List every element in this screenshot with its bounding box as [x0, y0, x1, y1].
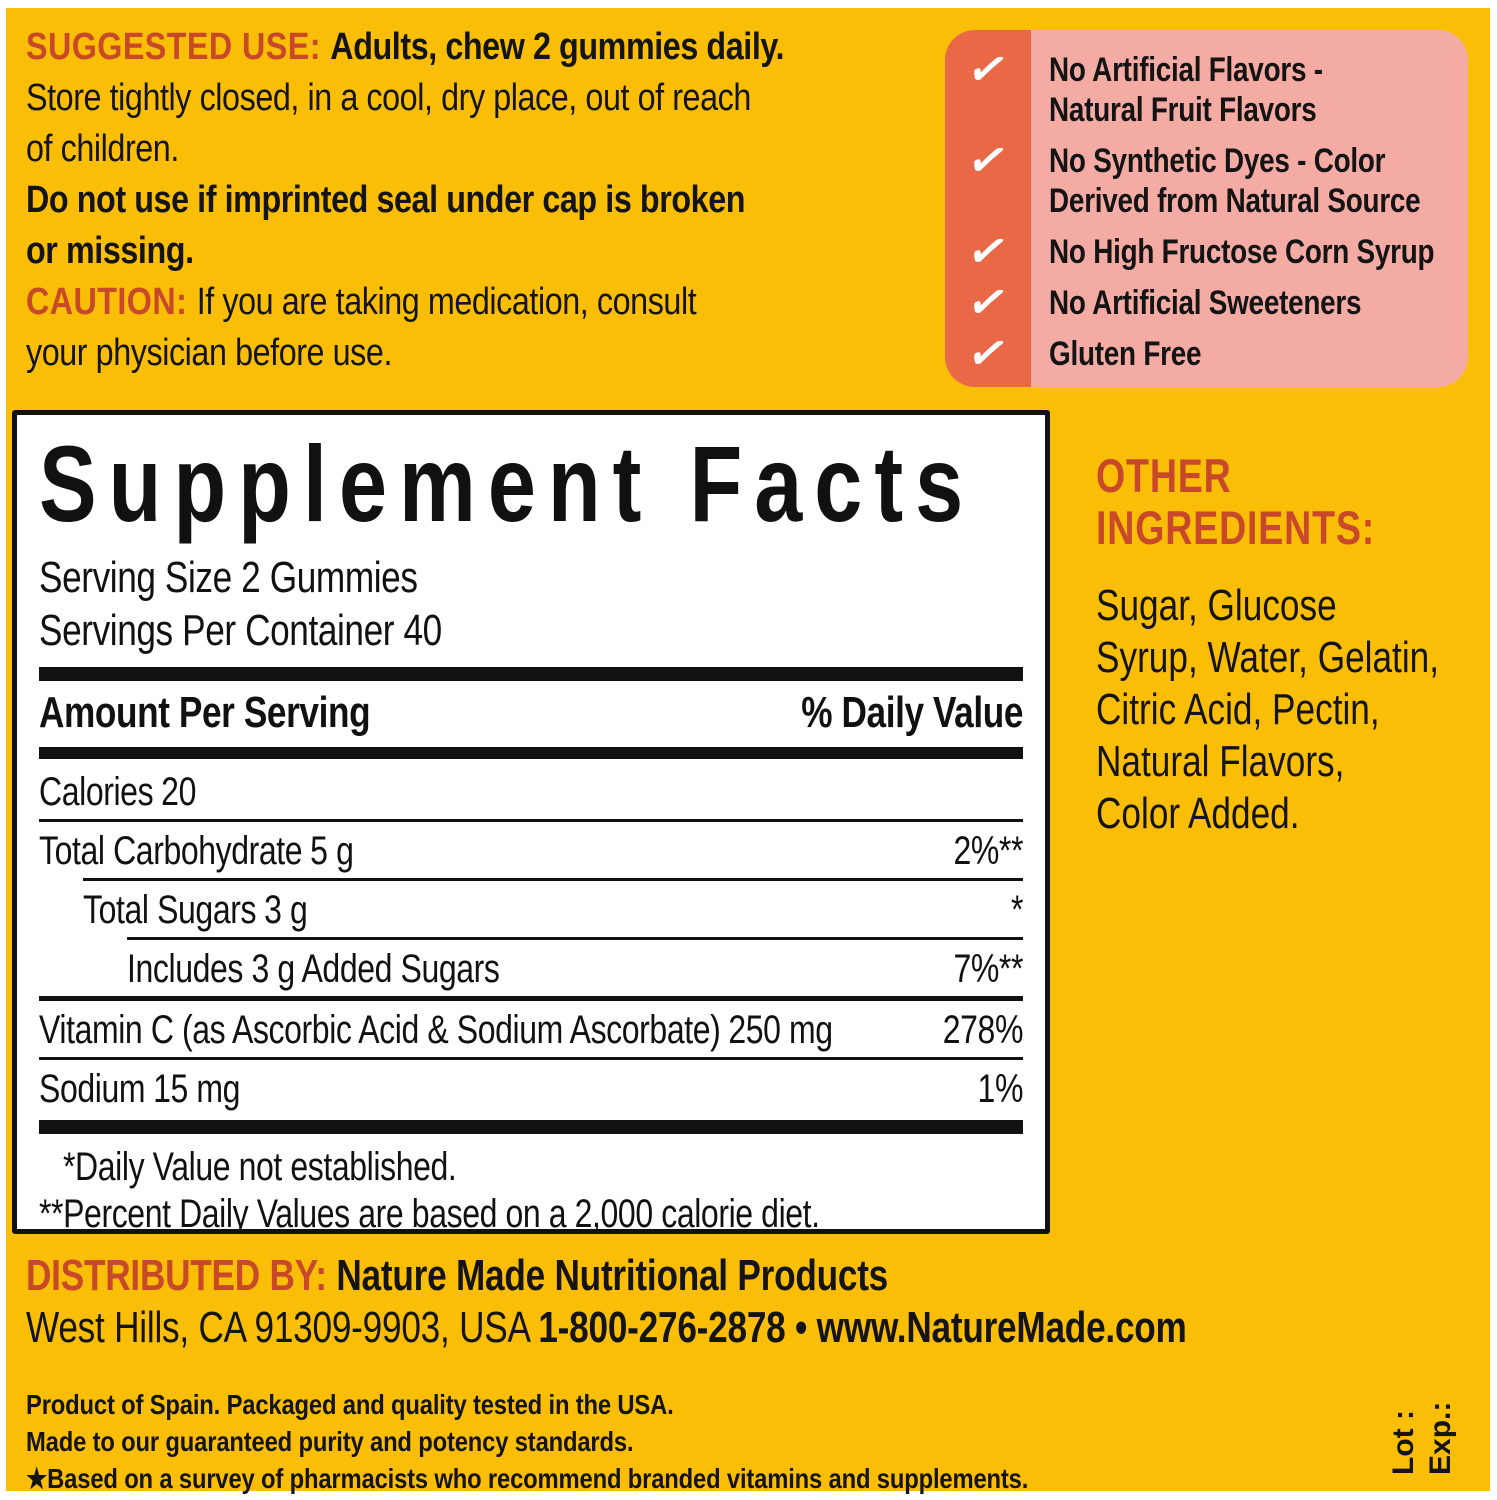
usage-directions-block: SUGGESTED USE: Adults, chew 2 gummies da… [26, 22, 1012, 379]
divider-hairline [83, 878, 1023, 882]
bullet-separator: • [785, 1303, 817, 1352]
nutrient-name: Sodium [39, 1067, 146, 1112]
quality-checklist-panel: ✓ No Artificial Flavors - Natural Fruit … [945, 30, 1468, 387]
checkmark-icon: ✓ [962, 131, 1014, 189]
caution-text: If you are taking medication, consult yo… [26, 281, 697, 374]
facts-row-sodium: Sodium 15 mg 1% [39, 1060, 1023, 1116]
footnote-percent-daily-values: **Percent Daily Values are based on a 2,… [39, 1192, 820, 1234]
divider-hairline [127, 937, 1023, 941]
other-ingredients-block: OTHER INGREDIENTS: Sugar, Glucose Syrup,… [1096, 432, 1497, 858]
suggested-use-heading: SUGGESTED USE: [26, 26, 331, 68]
checklist-item: No Artificial Flavors - Natural Fruit Fl… [1049, 51, 1323, 129]
storage-instructions: Store tightly closed, in a cool, dry pla… [26, 77, 751, 170]
nutrient-amount: 20 [161, 770, 196, 815]
divider-thick [39, 1120, 1023, 1135]
nutrient-amount: 5 g [310, 829, 354, 874]
checkmark-cell: ✓ [945, 324, 1031, 382]
distributor-phone: 1-800-276-2878 [538, 1303, 786, 1352]
facts-row-added-sugars: Includes 3 g Added Sugars 7%** [39, 940, 1023, 996]
nutrient-daily-value: 1% [977, 1067, 1024, 1112]
nutrient-name: Total Carbohydrate [39, 829, 303, 874]
suggested-use-directions: Adults, chew 2 gummies daily. [330, 26, 785, 68]
facts-row-total-carbohydrate: Total Carbohydrate 5 g 2%** [39, 822, 1023, 878]
checklist-item: No Synthetic Dyes - Color Derived from N… [1049, 142, 1421, 220]
nutrient-name: Total Sugars [83, 888, 257, 933]
fine-print-survey: ★Based on a survey of pharmacists who re… [26, 1463, 1029, 1494]
checkmark-icon: ✓ [962, 324, 1014, 382]
facts-row-total-sugars: Total Sugars 3 g * [39, 881, 1023, 937]
checkmark-icon: ✓ [962, 40, 1014, 98]
checkmark-icon: ✓ [962, 273, 1014, 331]
nutrient-amount: 3 g [264, 888, 308, 933]
facts-table-header: Amount Per Serving % Daily Value [39, 685, 1023, 743]
column-daily-value: % Daily Value [801, 688, 1023, 738]
checkmark-icon: ✓ [962, 222, 1014, 280]
checklist-item: No Artificial Sweeteners [1049, 284, 1362, 322]
nutrient-daily-value: 7%** [953, 947, 1023, 992]
nutrient-name: Vitamin C (as Ascorbic Acid & Sodium Asc… [39, 1008, 721, 1053]
column-amount-per-serving: Amount Per Serving [39, 688, 371, 738]
distributed-by-heading: DISTRIBUTED BY: [26, 1251, 337, 1300]
distributor-line: DISTRIBUTED BY: Nature Made Nutritional … [26, 1250, 1322, 1301]
seal-warning: Do not use if imprinted seal under cap i… [26, 179, 746, 272]
nutrient-amount: 15 mg [153, 1067, 241, 1112]
checkmark-cell: ✓ [945, 40, 1031, 130]
distributor-website: www.NatureMade.com [816, 1303, 1187, 1352]
other-ingredients-heading: OTHER INGREDIENTS: [1096, 449, 1376, 554]
serving-size: Serving Size 2 Gummies [39, 553, 418, 603]
distributor-company: Nature Made Nutritional Products [336, 1251, 889, 1300]
checklist-orange-strip [945, 30, 1031, 387]
nutrient-name: Calories [39, 770, 154, 815]
distributor-block: DISTRIBUTED BY: Nature Made Nutritional … [26, 1250, 1322, 1354]
nutrient-name: Includes 3 g Added Sugars [127, 947, 500, 992]
fine-print-block: Product of Spain. Packaged and quality t… [26, 1386, 1148, 1497]
divider-thick [39, 667, 1023, 682]
caution-heading: CAUTION: [26, 281, 188, 323]
divider-medium [39, 996, 1023, 1002]
checklist-item: No High Fructose Corn Syrup [1049, 233, 1435, 271]
servings-per-container: Servings Per Container 40 [39, 606, 442, 656]
distributor-contact-line: West Hills, CA 91309-9903, USA 1-800-276… [26, 1301, 1322, 1354]
divider-hairline [39, 819, 1023, 823]
checklist-item: Gluten Free [1049, 335, 1202, 373]
facts-row-calories: Calories 20 [39, 763, 1023, 819]
supplement-facts-panel: Supplement Facts Serving Size 2 Gummies … [12, 410, 1050, 1234]
footnote-daily-value: *Daily Value not established. [63, 1145, 457, 1190]
nutrient-daily-value: 278% [942, 1008, 1024, 1053]
nutrient-daily-value: 2%** [953, 829, 1023, 874]
exp-label: Exp.: [1424, 1401, 1457, 1475]
other-ingredients-list: Sugar, Glucose Syrup, Water, Gelatin, Ci… [1096, 581, 1440, 838]
nutrient-amount: 250 mg [728, 1008, 833, 1053]
checkmark-cell: ✓ [945, 131, 1031, 221]
supplement-facts-title: Supplement Facts [39, 423, 976, 544]
facts-row-vitamin-c: Vitamin C (as Ascorbic Acid & Sodium Asc… [39, 1001, 1023, 1057]
checkmark-cell: ✓ [945, 273, 1031, 331]
lot-label: Lot : [1387, 1410, 1420, 1475]
lot-exp-block: Lot : Exp.: [1385, 1375, 1459, 1475]
checkmark-cell: ✓ [945, 222, 1031, 280]
fine-print-origin: Product of Spain. Packaged and quality t… [26, 1389, 674, 1420]
distributor-address: West Hills, CA 91309-9903, USA [26, 1303, 539, 1352]
checklist: ✓ No Artificial Flavors - Natural Fruit … [945, 30, 1468, 387]
fine-print-purity: Made to our guaranteed purity and potenc… [26, 1426, 634, 1457]
nutrient-daily-value: * [1010, 888, 1023, 933]
divider-thick [39, 747, 1023, 760]
divider-hairline [39, 1057, 1023, 1061]
